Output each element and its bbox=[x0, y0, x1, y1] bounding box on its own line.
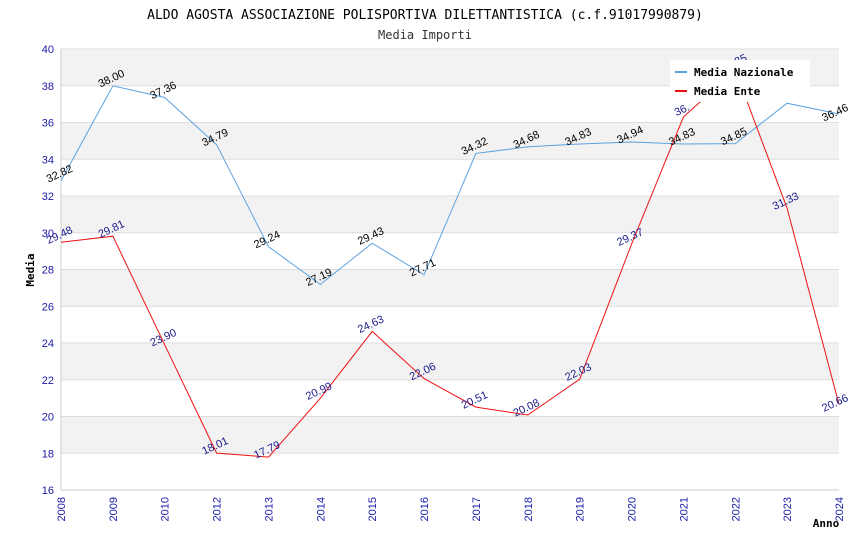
y-tick-label: 26 bbox=[42, 301, 54, 313]
y-tick-label: 28 bbox=[42, 265, 54, 277]
x-tick-label: 2010 bbox=[160, 497, 172, 521]
x-tick-label: 2020 bbox=[627, 497, 639, 521]
background-band bbox=[61, 416, 839, 454]
y-tick-label: 36 bbox=[42, 118, 54, 130]
y-tick-label: 22 bbox=[42, 375, 54, 387]
x-tick-label: 2024 bbox=[834, 497, 846, 521]
y-tick-label: 24 bbox=[42, 338, 54, 350]
x-tick-label: 2022 bbox=[730, 497, 742, 521]
x-tick-label: 2018 bbox=[523, 497, 535, 521]
x-tick-label: 2017 bbox=[471, 497, 483, 521]
x-tick-label: 2015 bbox=[367, 497, 379, 521]
legend-label: Media Nazionale bbox=[694, 66, 794, 79]
legend-box bbox=[670, 60, 810, 102]
x-tick-label: 2008 bbox=[56, 497, 68, 521]
x-tick-label: 2023 bbox=[782, 497, 794, 521]
y-tick-label: 20 bbox=[42, 412, 54, 424]
background-band bbox=[61, 343, 839, 380]
y-tick-label: 16 bbox=[42, 485, 54, 497]
x-tick-label: 2021 bbox=[678, 497, 690, 521]
background-band bbox=[61, 269, 839, 307]
x-tick-label: 2013 bbox=[263, 497, 275, 521]
y-tick-label: 30 bbox=[42, 228, 54, 240]
data-label: 36.46 bbox=[820, 102, 850, 125]
data-labels: 32.8238.0037.3634.7929.2427.1929.4327.71… bbox=[45, 52, 850, 461]
x-tick-label: 2016 bbox=[419, 497, 431, 521]
chart-title: ALDO AGOSTA ASSOCIAZIONE POLISPORTIVA DI… bbox=[147, 8, 703, 23]
data-label: 20.66 bbox=[820, 392, 850, 415]
x-tick-label: 2012 bbox=[212, 497, 224, 521]
legend: Media Nazionale Media Ente bbox=[670, 60, 810, 102]
x-tick-label: 2009 bbox=[108, 497, 120, 521]
chart-subtitle: Media Importi bbox=[378, 28, 472, 42]
x-tick-label: 2014 bbox=[315, 497, 327, 521]
background-band bbox=[61, 122, 839, 160]
y-tick-label: 34 bbox=[42, 154, 54, 166]
data-label: 32.82 bbox=[45, 163, 75, 186]
y-axis-label: Media bbox=[24, 253, 37, 286]
y-tick-label: 38 bbox=[42, 81, 54, 93]
x-tick-label: 2019 bbox=[575, 497, 587, 521]
y-tick-label: 32 bbox=[42, 191, 54, 203]
y-tick-label: 18 bbox=[42, 448, 54, 460]
series-line-media-nazionale bbox=[60, 85, 840, 286]
x-axis-label: Anno bbox=[813, 517, 840, 530]
legend-label: Media Ente bbox=[694, 85, 761, 98]
y-tick-label: 40 bbox=[42, 44, 54, 56]
data-label: 36. bbox=[673, 102, 692, 119]
